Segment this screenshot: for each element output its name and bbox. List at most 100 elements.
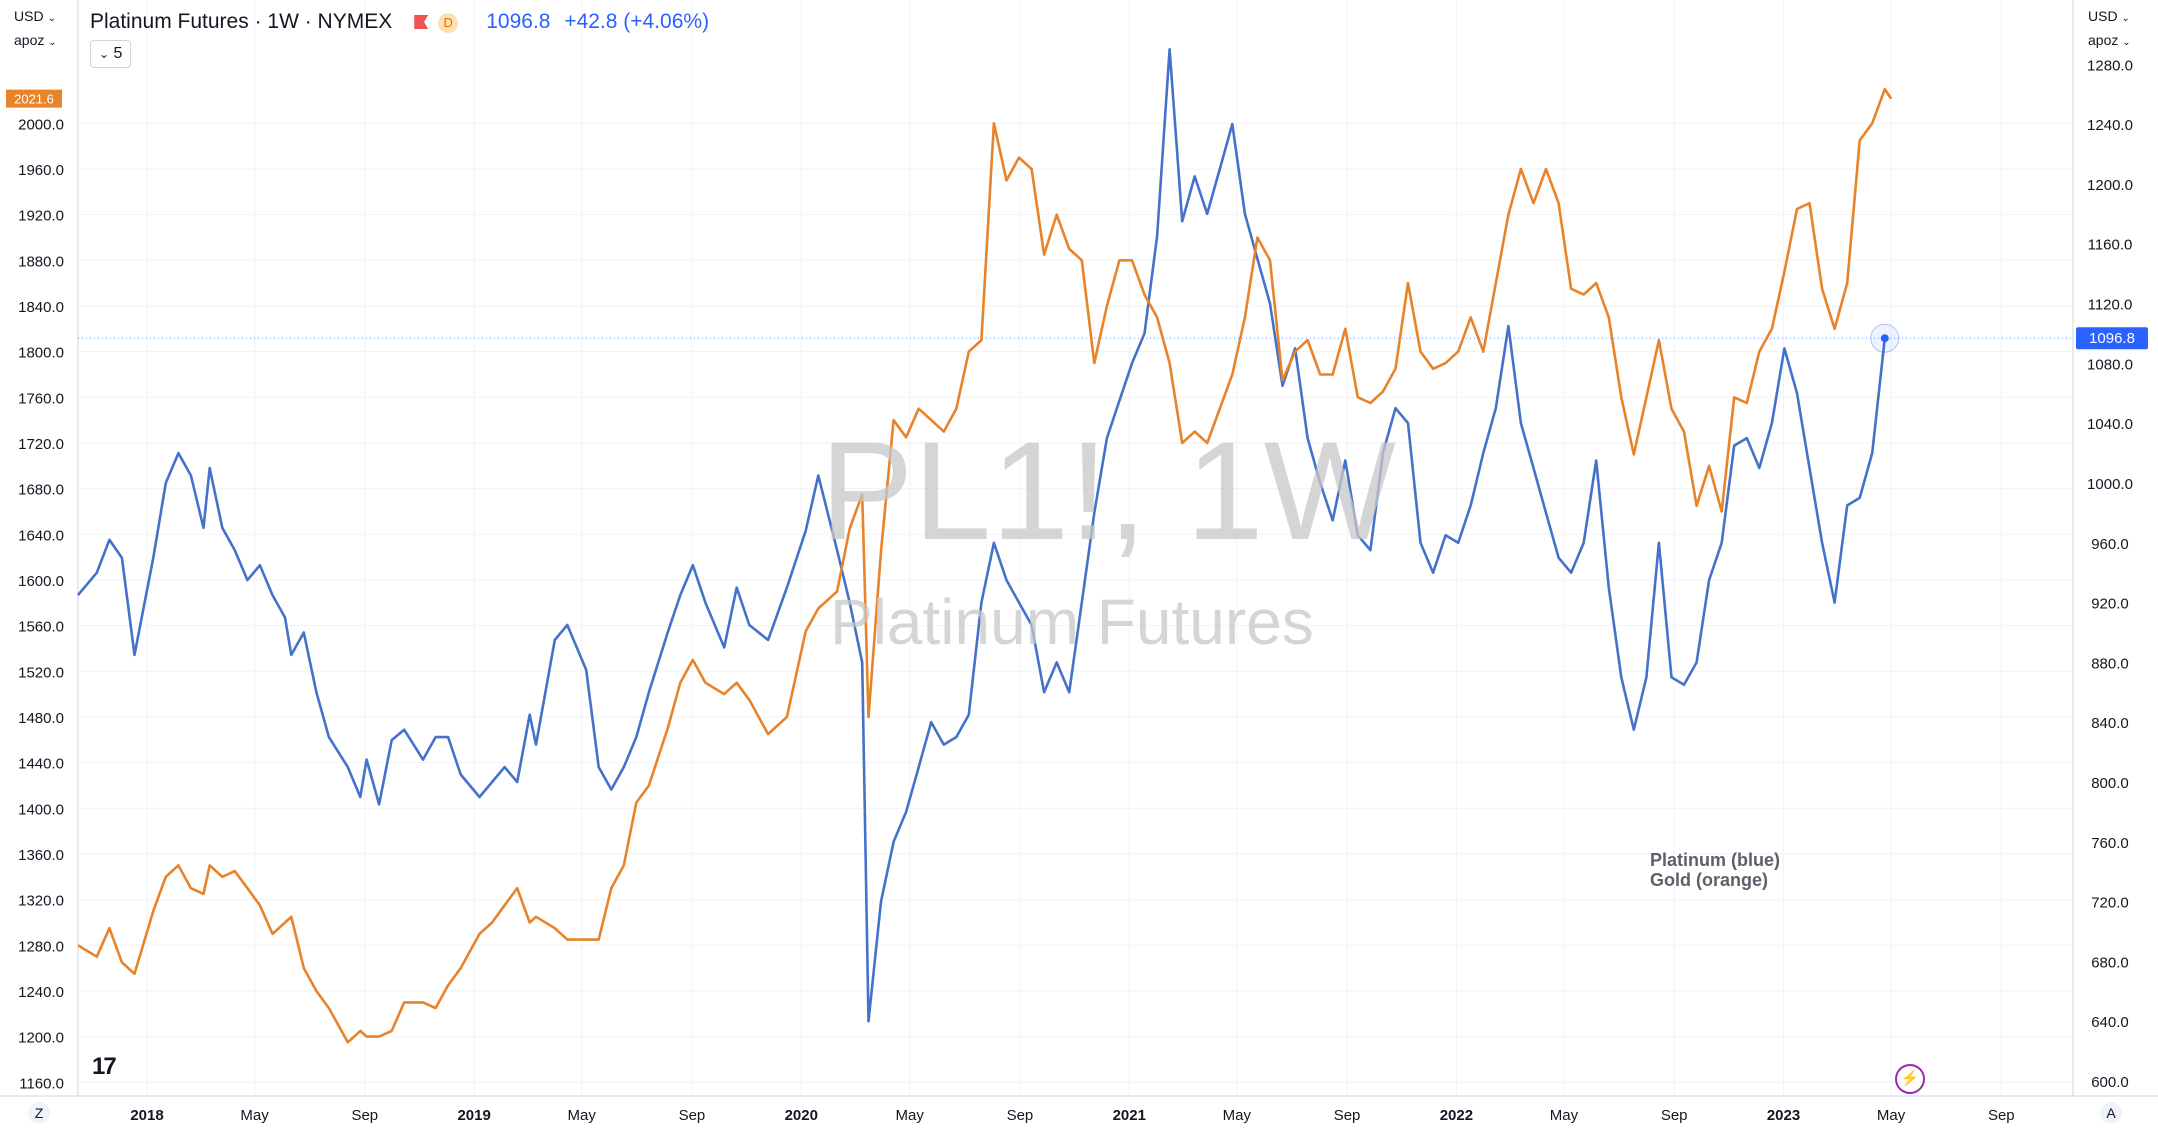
left-tick-label: 1560.0 [18, 619, 64, 636]
right-tick-label: 840.0 [2091, 715, 2129, 732]
x-tick-label: May [896, 1107, 925, 1124]
left-tick-label: 1240.0 [18, 984, 64, 1001]
right-tick-label: 800.0 [2091, 775, 2129, 792]
right-price-marker-bg [2076, 327, 2148, 350]
left-price-marker: 2021.6 [14, 92, 54, 107]
left-tick-label: 1360.0 [18, 847, 64, 864]
left-scale-mode-menu[interactable]: apoz ⌄ [14, 32, 57, 48]
right-tick-label: 600.0 [2091, 1074, 2129, 1091]
chevron-down-icon: ⌄ [2122, 37, 2131, 48]
x-tick-label: May [1550, 1107, 1579, 1124]
tradingview-logo[interactable]: 17 [92, 1053, 117, 1080]
right-tick-label: 1120.0 [2088, 297, 2133, 314]
left-tick-label: 1160.0 [19, 1075, 64, 1092]
right-tick-label: 920.0 [2091, 596, 2129, 613]
right-tick-label: 760.0 [2091, 835, 2129, 852]
x-tick-label: 2020 [785, 1107, 818, 1124]
right-tick-label: 680.0 [2091, 954, 2129, 971]
left-tick-label: 1520.0 [18, 664, 64, 681]
right-tick-label: 880.0 [2091, 655, 2129, 672]
left-tick-label: 1280.0 [18, 938, 64, 955]
axes [0, 0, 2158, 1097]
axis-labels: 1160.0 1200.0 1240.0 1280.0 1320.0 1360.0 1400… [6, 57, 2148, 1124]
legend-platinum: Platinum (blue) [1650, 850, 1780, 870]
series-layer [77, 47, 1900, 1044]
right-tick-label: 1200.0 [2087, 177, 2133, 194]
chart-header: Platinum Futures · 1W · NYMEX D 1096.8 +42… [90, 10, 709, 34]
chevron-down-icon: ⌄ [99, 47, 110, 61]
x-tick-label: May [1223, 1107, 1252, 1124]
flag-icon[interactable] [414, 15, 429, 29]
grid-lines [78, 0, 2073, 1096]
left-tick-label: 1600.0 [18, 573, 64, 590]
series-legend: Platinum (blue) Gold (orange) [1650, 850, 1780, 890]
right-scale-mode-menu[interactable]: apoz ⌄ [2088, 32, 2131, 48]
left-currency-menu[interactable]: USD ⌄ [14, 8, 56, 24]
price-change: +42.8 (+4.06%) [564, 10, 710, 33]
left-tick-label: 1320.0 [18, 893, 64, 910]
gold-series-line [77, 87, 1893, 1044]
x-tick-label: Sep [1661, 1107, 1688, 1124]
x-tick-label: 2023 [1767, 1107, 1800, 1124]
left-tick-label: 1440.0 [18, 756, 64, 773]
left-tick-label: 2000.0 [18, 116, 64, 133]
x-tick-label: Sep [351, 1107, 378, 1124]
left-currency-label: USD [14, 8, 44, 24]
x-tick-label: 2022 [1440, 1107, 1473, 1124]
right-tick-label: 960.0 [2091, 536, 2129, 553]
x-tick-label: May [568, 1107, 597, 1124]
chevron-down-icon: ⌄ [2121, 13, 2130, 24]
left-tick-label: 1960.0 [18, 162, 64, 179]
platinum-series-line [77, 47, 1887, 1023]
x-tick-label: Sep [679, 1107, 706, 1124]
left-tick-label: 1200.0 [18, 1030, 64, 1047]
left-tick-label: 1840.0 [18, 299, 64, 316]
right-currency-label: USD [2088, 8, 2118, 24]
legend-gold: Gold (orange) [1650, 870, 1768, 890]
left-tick-label: 1880.0 [18, 253, 64, 270]
symbol-title[interactable]: Platinum Futures · 1W · NYMEX [90, 10, 393, 33]
right-tick-label: 720.0 [2091, 895, 2129, 912]
left-price-marker-bg [6, 89, 62, 108]
right-price-marker: 1096.8 [2089, 330, 2135, 347]
indicator-count: 5 [113, 45, 123, 62]
x-tick-label: Sep [1007, 1107, 1034, 1124]
x-tick-label: May [240, 1107, 269, 1124]
x-tick-label: Sep [1988, 1107, 2015, 1124]
left-scale-mode-label: apoz [14, 32, 45, 48]
right-scale-mode-label: apoz [2088, 32, 2119, 48]
indicator-count-toggle[interactable]: ⌄ 5 [90, 40, 132, 68]
x-tick-label: May [1877, 1107, 1906, 1124]
right-currency-menu[interactable]: USD ⌄ [2088, 8, 2130, 24]
right-tick-label: 1280.0 [2087, 57, 2133, 74]
left-tick-label: 1800.0 [18, 345, 64, 362]
x-tick-label: 2019 [457, 1107, 490, 1124]
left-tick-label: 1760.0 [18, 390, 64, 407]
chevron-down-icon: ⌄ [48, 37, 57, 48]
lightning-icon[interactable]: ⚡ [1895, 1064, 1925, 1094]
right-tick-label: 1080.0 [2087, 356, 2133, 373]
left-tick-label: 1640.0 [18, 527, 64, 544]
x-tick-label: Sep [1334, 1107, 1361, 1124]
left-tick-label: 1480.0 [18, 710, 64, 727]
x-tick-label: 2018 [130, 1107, 163, 1124]
left-tick-label: 1720.0 [18, 436, 64, 453]
watermark-name: Platinum Futures [830, 586, 1314, 658]
last-price: 1096.8 [486, 10, 551, 33]
left-tick-label: 1920.0 [18, 208, 64, 225]
watermark-symbol: PL1!, 1W [820, 412, 1396, 569]
right-tick-label: 1160.0 [2088, 237, 2133, 254]
right-tick-label: 1000.0 [2087, 476, 2133, 493]
last-point-dot [1880, 334, 1889, 343]
bottom-left-button[interactable]: Z [28, 1102, 50, 1124]
left-tick-label: 1400.0 [18, 801, 64, 818]
right-tick-label: 640.0 [2091, 1014, 2129, 1031]
data-badge[interactable]: D [438, 13, 459, 33]
bottom-right-button[interactable]: A [2100, 1102, 2122, 1124]
right-tick-label: 1240.0 [2087, 117, 2133, 134]
right-tick-label: 1040.0 [2087, 416, 2133, 433]
x-tick-label: 2021 [1113, 1107, 1146, 1124]
chevron-down-icon: ⌄ [47, 13, 56, 24]
